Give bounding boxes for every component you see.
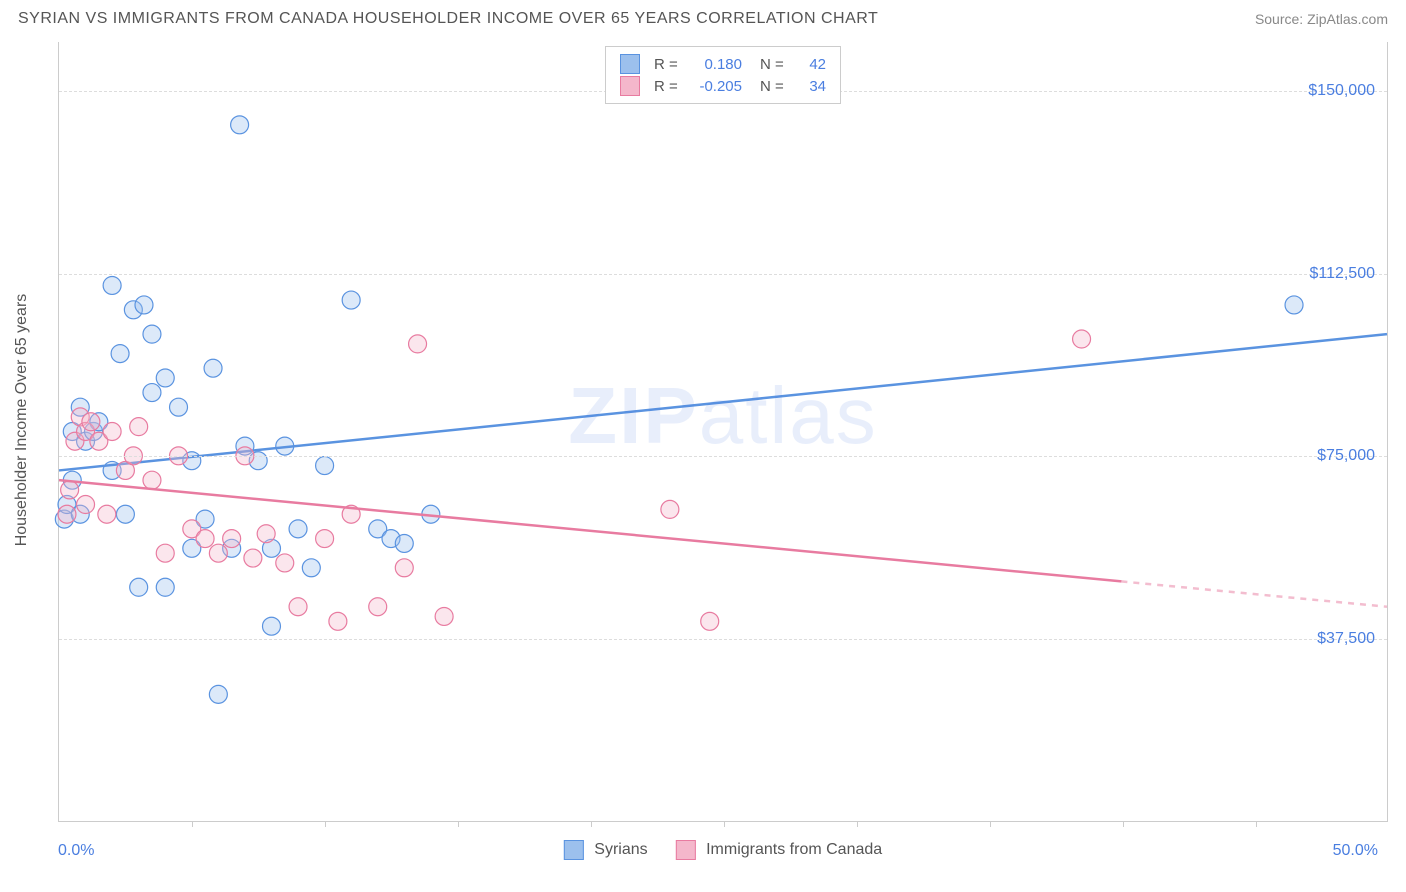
y-axis-label: Householder Income Over 65 years (13, 294, 31, 547)
chart-header: SYRIAN VS IMMIGRANTS FROM CANADA HOUSEHO… (0, 0, 1406, 36)
data-point (257, 525, 275, 543)
data-point (223, 530, 241, 548)
x-tick (591, 821, 592, 827)
data-point (409, 335, 427, 353)
legend-row-syrians: R = 0.180 N = 42 (620, 53, 826, 75)
x-axis-bar: 0.0% Syrians Immigrants from Canada 50.0… (58, 830, 1388, 870)
r-value-syrians: 0.180 (690, 56, 742, 73)
data-point (316, 457, 334, 475)
data-point (111, 345, 129, 363)
x-tick (990, 821, 991, 827)
data-point (395, 534, 413, 552)
data-point (289, 520, 307, 538)
data-point (170, 398, 188, 416)
data-point (395, 559, 413, 577)
x-max-label: 50.0% (1333, 842, 1378, 860)
legend-swatch-icon (564, 840, 584, 860)
x-tick (857, 821, 858, 827)
data-point (103, 276, 121, 294)
gridline (59, 456, 1387, 457)
data-point (209, 544, 227, 562)
data-point (1285, 296, 1303, 314)
data-point (204, 359, 222, 377)
x-tick (1123, 821, 1124, 827)
y-tick-label: $75,000 (1317, 447, 1375, 465)
data-point (98, 505, 116, 523)
y-tick-label: $37,500 (1317, 630, 1375, 648)
n-value-syrians: 42 (796, 56, 826, 73)
data-point (701, 612, 719, 630)
trend-line-dashed (1121, 581, 1387, 606)
y-tick-label: $112,500 (1309, 265, 1375, 283)
x-tick (1256, 821, 1257, 827)
gridline (59, 639, 1387, 640)
data-point (135, 296, 153, 314)
chart-title: SYRIAN VS IMMIGRANTS FROM CANADA HOUSEHO… (18, 10, 878, 28)
data-point (82, 413, 100, 431)
legend-swatch-canada (620, 76, 640, 96)
series-legend: Syrians Immigrants from Canada (564, 840, 882, 860)
data-point (156, 544, 174, 562)
x-tick (192, 821, 193, 827)
trend-line (59, 334, 1387, 470)
trend-line (59, 480, 1121, 581)
data-point (1073, 330, 1091, 348)
data-point (369, 598, 387, 616)
data-point (130, 418, 148, 436)
data-point (58, 505, 76, 523)
data-point (77, 496, 95, 514)
legend-swatch-icon (676, 840, 696, 860)
data-point (156, 369, 174, 387)
data-point (661, 500, 679, 518)
x-min-label: 0.0% (58, 842, 94, 860)
r-value-canada: -0.205 (690, 78, 742, 95)
data-point (209, 685, 227, 703)
data-point (231, 116, 249, 134)
correlation-legend: R = 0.180 N = 42 R = -0.205 N = 34 (605, 46, 841, 104)
data-point (316, 530, 334, 548)
data-point (276, 554, 294, 572)
legend-item-syrians: Syrians (564, 840, 648, 860)
legend-swatch-syrians (620, 54, 640, 74)
data-point (143, 384, 161, 402)
data-point (289, 598, 307, 616)
data-point (435, 607, 453, 625)
scatter-svg (59, 42, 1387, 821)
data-point (196, 530, 214, 548)
n-value-canada: 34 (796, 78, 826, 95)
data-point (143, 471, 161, 489)
plot-area: R = 0.180 N = 42 R = -0.205 N = 34 ZIPat… (58, 42, 1388, 822)
legend-item-canada: Immigrants from Canada (676, 840, 883, 860)
data-point (329, 612, 347, 630)
data-point (302, 559, 320, 577)
y-tick-label: $150,000 (1308, 82, 1375, 100)
data-point (130, 578, 148, 596)
chart-source: Source: ZipAtlas.com (1255, 11, 1388, 27)
x-tick (325, 821, 326, 827)
data-point (342, 291, 360, 309)
x-tick (724, 821, 725, 827)
legend-row-canada: R = -0.205 N = 34 (620, 75, 826, 97)
data-point (262, 617, 280, 635)
data-point (103, 423, 121, 441)
data-point (61, 481, 79, 499)
data-point (116, 505, 134, 523)
x-tick (458, 821, 459, 827)
data-point (244, 549, 262, 567)
data-point (143, 325, 161, 343)
data-point (156, 578, 174, 596)
gridline (59, 274, 1387, 275)
